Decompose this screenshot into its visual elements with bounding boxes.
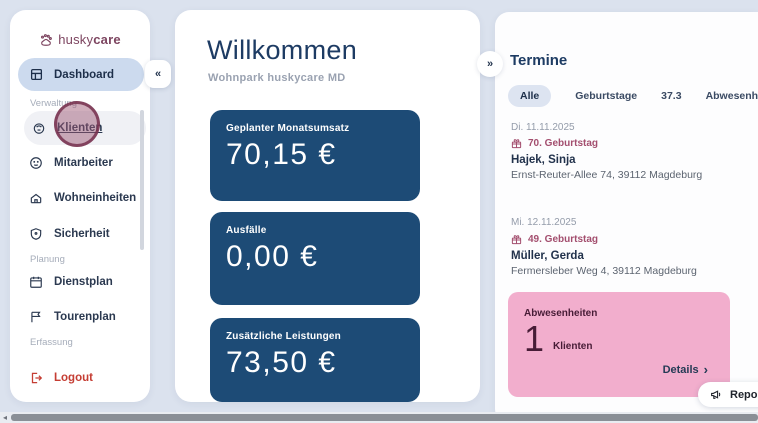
shield-icon — [28, 227, 43, 242]
scroll-left-arrow-icon[interactable]: ◂ — [3, 413, 8, 422]
logo: huskycare — [10, 32, 150, 47]
sidebar-item-klienten[interactable]: Klienten — [24, 111, 146, 145]
logout-button[interactable]: Logout — [28, 366, 93, 390]
page-title: Willkommen — [207, 35, 358, 65]
sidebar-item-dienstplan[interactable]: Dienstplan — [28, 270, 113, 294]
sidebar-item-label: Mitarbeiter — [54, 157, 113, 169]
sidebar-item-label: Dashboard — [54, 68, 115, 81]
main-content: Willkommen Wohnpark huskycare MD Geplant… — [175, 10, 480, 402]
stat-value: 73,50 € — [226, 346, 337, 379]
tab-geburtstage[interactable]: Geburtstage — [575, 90, 638, 102]
absences-unit: Klienten — [553, 341, 593, 352]
sidebar-item-sicherheit[interactable]: Sicherheit — [28, 222, 110, 246]
sidebar-item-dashboard[interactable]: Dashboard — [18, 58, 144, 91]
section-planung: Planung — [30, 254, 65, 265]
calendar-icon — [28, 275, 43, 290]
entry-name[interactable]: Müller, Gerda — [511, 250, 584, 262]
dashboard-icon — [30, 68, 43, 81]
absences-count: 1 — [524, 318, 545, 359]
tab-abwesenheiten[interactable]: Abwesenheiten — [705, 90, 758, 102]
sidebar-item-label: Klienten — [57, 122, 103, 134]
sidebar: huskycare Dashboard Verwaltung Klienten — [10, 10, 150, 402]
stat-label: Zusätzliche Leistungen — [226, 331, 341, 342]
stat-value: 70,15 € — [226, 138, 337, 171]
details-label: Details — [662, 363, 699, 376]
sidebar-collapse-button[interactable]: « — [145, 60, 171, 88]
chevron-left-double-icon: « — [154, 68, 162, 80]
absences-title: Abwesenheiten — [524, 308, 598, 319]
stat-card-monatsumsatz: Geplanter Monatsumsatz 70,15 € — [210, 110, 420, 201]
chevron-right-icon: › — [703, 362, 708, 377]
stat-value: 0,00 € — [226, 240, 319, 273]
sidebar-item-tourenplan[interactable]: Tourenplan — [28, 305, 116, 329]
sidebar-item-label: Dienstplan — [54, 276, 113, 288]
page-subtitle: Wohnpark huskycare MD — [208, 72, 346, 84]
report-bug-button[interactable]: Report a — [698, 382, 758, 407]
megaphone-icon — [710, 388, 723, 401]
sidebar-item-label: Sicherheit — [54, 228, 110, 240]
entry-event: 70. Geburtstag — [511, 138, 598, 149]
flag-icon — [28, 310, 43, 325]
sidebar-item-label: Tourenplan — [54, 311, 116, 323]
termine-tabs: Alle Geburtstage 37.3 Abwesenheiten — [508, 85, 758, 107]
report-label: Report a — [730, 388, 758, 401]
brand-name: huskycare — [58, 32, 121, 47]
section-verwaltung: Verwaltung — [30, 98, 78, 109]
entry-name[interactable]: Hajek, Sinja — [511, 154, 576, 166]
tab-37-3[interactable]: 37.3 — [661, 90, 682, 102]
tab-alle[interactable]: Alle — [508, 85, 552, 107]
gift-icon — [511, 138, 522, 149]
entry-address: Fermersleber Weg 4, 39112 Magdeburg — [511, 265, 697, 277]
termine-title: Termine — [510, 52, 568, 69]
sidebar-item-mitarbeiter[interactable]: Mitarbeiter — [28, 151, 113, 175]
sidebar-scrollbar[interactable] — [140, 110, 144, 250]
sidebar-item-wohneinheiten[interactable]: Wohneinheiten — [28, 186, 136, 210]
termine-expand-button[interactable]: » — [477, 51, 503, 77]
gift-icon — [511, 234, 522, 245]
termine-panel: Termine Alle Geburtstage 37.3 Abwesenhei… — [495, 12, 758, 423]
entry-address: Ernst-Reuter-Allee 74, 39112 Magdeburg — [511, 169, 703, 181]
entry-date: Di. 11.11.2025 — [511, 122, 575, 133]
absences-card: Abwesenheiten 1 Klienten Details › — [508, 292, 730, 397]
section-erfassung: Erfassung — [30, 337, 73, 348]
clients-paw-icon — [32, 121, 46, 135]
absences-count-row: 1 Klienten — [524, 321, 714, 357]
huskycare-paw-logo-icon — [39, 33, 53, 47]
stat-label: Ausfälle — [226, 225, 267, 236]
horizontal-scrollbar: ◂ — [0, 412, 758, 423]
housing-units-icon — [28, 191, 43, 206]
entry-event: 49. Geburtstag — [511, 234, 598, 245]
employees-icon — [28, 156, 43, 171]
entry-date: Mi. 12.11.2025 — [511, 217, 577, 228]
entry-event-label: 70. Geburtstag — [528, 138, 599, 149]
entry-event-label: 49. Geburtstag — [528, 234, 599, 245]
stat-card-zusaetzliche-leistungen: Zusätzliche Leistungen 73,50 € — [210, 318, 420, 402]
logout-label: Logout — [54, 372, 93, 384]
stat-card-ausfaelle: Ausfälle 0,00 € — [210, 212, 420, 305]
horizontal-scrollbar-thumb[interactable] — [11, 414, 758, 421]
chevron-right-double-icon: » — [486, 58, 494, 70]
sidebar-item-label: Wohneinheiten — [54, 192, 137, 204]
stat-label: Geplanter Monatsumsatz — [226, 123, 350, 134]
logout-icon — [28, 371, 43, 386]
absences-details-link[interactable]: Details › — [663, 362, 708, 377]
